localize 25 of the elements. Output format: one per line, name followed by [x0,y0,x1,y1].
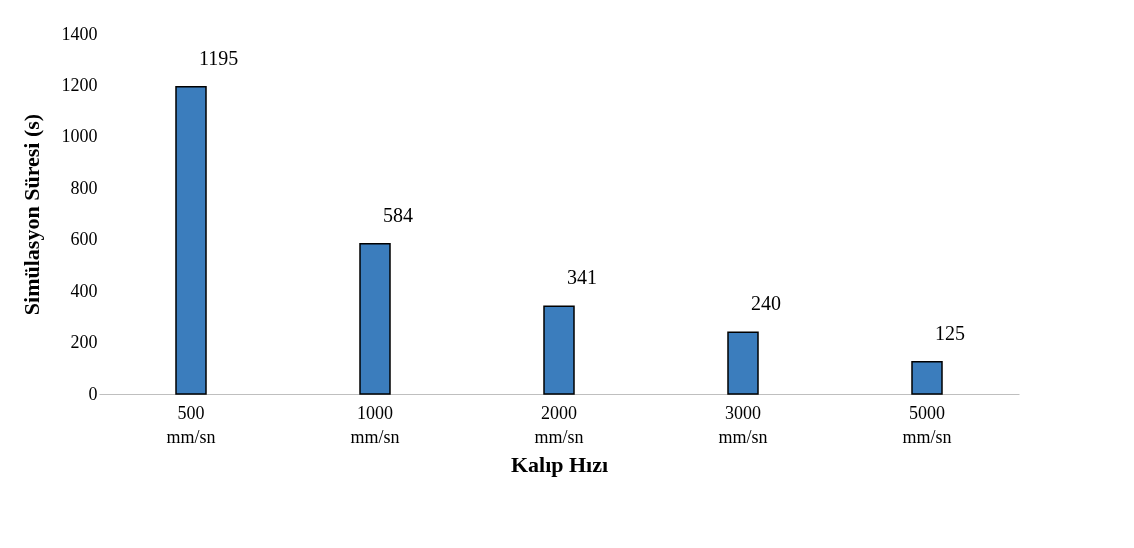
y-tick-label: 400 [70,280,98,301]
bar [727,331,759,395]
x-tick-label: 3000 mm/sn [718,402,768,447]
y-tick-label: 0 [88,383,98,404]
y-tick-label: 1000 [61,126,98,147]
data-label: 341 [567,266,597,289]
x-axis-title: Kalıp Hızı [510,451,609,477]
data-label: 240 [751,292,781,315]
y-tick-label: 600 [70,229,98,250]
y-axis-title: Simülasyon Süresi (s) [18,113,44,316]
data-label: 125 [935,321,965,344]
data-label: 584 [383,203,413,226]
bar [911,361,943,395]
x-tick-label: 1000 mm/sn [350,402,400,447]
y-tick-label: 1400 [61,23,98,44]
y-tick-label: 800 [70,177,98,198]
y-tick-label: 1200 [61,74,98,95]
y-tick-label: 200 [70,332,98,353]
data-label: 1195 [199,46,239,69]
x-tick-label: 5000 mm/sn [902,402,952,447]
x-tick-label: 2000 mm/sn [534,402,584,447]
bar [175,85,207,395]
x-tick-label: 500 mm/sn [166,402,216,447]
bar [359,243,391,395]
bar [543,305,575,395]
